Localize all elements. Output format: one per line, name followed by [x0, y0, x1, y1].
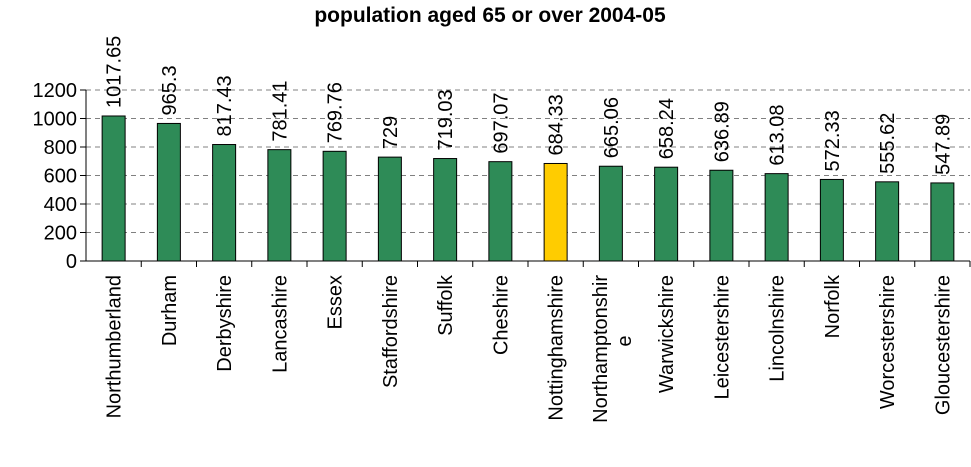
data-label: 665.06 — [601, 97, 623, 158]
x-tick-label-line: Lincolnshire — [767, 275, 789, 382]
x-tick-label: Lancashire — [269, 275, 291, 373]
bar-northamptonshire — [598, 165, 623, 262]
data-label: 636.89 — [711, 101, 733, 162]
x-tick-label: Lincolnshire — [767, 275, 789, 382]
data-label: 965.3 — [159, 65, 181, 115]
x-tick-label-line: Suffolk — [435, 274, 457, 336]
data-label: 613.08 — [767, 104, 789, 165]
x-tick-label: Durham — [159, 275, 181, 346]
bar-lincolnshire — [764, 173, 789, 262]
x-tick-label: Nottinghamshire — [546, 275, 568, 421]
bar-worcestershire — [875, 181, 900, 262]
data-label: 684.33 — [546, 94, 568, 155]
y-tick-label: 0 — [66, 251, 77, 273]
data-label: 697.07 — [490, 92, 512, 153]
x-tick-label-line: Nottinghamshire — [546, 275, 568, 421]
x-tick-label: Northamptonshir e — [590, 275, 636, 423]
y-tick-label: 1000 — [33, 109, 78, 131]
y-tick-label: 200 — [44, 223, 77, 245]
x-tick-label: Essex — [325, 275, 347, 329]
x-tick-label-line: Northamptonshir — [590, 275, 612, 423]
x-tick-label-line: Derbyshire — [214, 275, 236, 372]
bar-staffordshire — [377, 156, 402, 262]
bar-northumberland — [101, 115, 126, 262]
data-label: 719.03 — [435, 89, 457, 150]
y-tick-label: 600 — [44, 166, 77, 188]
bar-derbyshire — [212, 144, 237, 262]
bars — [101, 115, 955, 262]
x-tick-label-line: Leicestershire — [711, 275, 733, 400]
x-tick-label: Cheshire — [490, 275, 512, 355]
x-tick-label-line: Norfolk — [822, 274, 844, 338]
x-tick-label: Warwickshire — [656, 275, 678, 393]
chart-title: population aged 65 or over 2004-05 — [314, 4, 666, 27]
bar-essex — [322, 150, 347, 262]
x-tick-label-line: Worcestershire — [877, 275, 899, 409]
bar-lancashire — [267, 149, 292, 262]
bar-suffolk — [433, 158, 458, 262]
x-tick-label-line: Durham — [159, 275, 181, 346]
data-label: 572.33 — [822, 110, 844, 171]
x-tick-label: Staffordshire — [380, 275, 402, 388]
data-label: 817.43 — [214, 75, 236, 136]
x-tick-label: Norfolk — [822, 274, 844, 338]
x-tick-label-line: Northumberland — [104, 275, 126, 418]
x-tick-label-line: e — [614, 335, 636, 346]
data-label: 555.62 — [877, 113, 899, 174]
x-tick-label: Worcestershire — [877, 275, 899, 409]
x-tick-label: Northumberland — [104, 275, 126, 418]
bar-norfolk — [819, 178, 844, 262]
y-tick-label: 800 — [44, 137, 77, 159]
data-label: 658.24 — [656, 98, 678, 159]
labels: 0 200 400 600 800 1000 1200 1017.65 Northumberla… — [33, 36, 955, 423]
data-label: 729 — [380, 116, 402, 149]
bar-nottinghamshire — [543, 162, 568, 262]
data-label: 547.89 — [932, 114, 954, 175]
y-tick-label: 1200 — [33, 80, 78, 102]
y-tick-label: 400 — [44, 194, 77, 216]
axes — [80, 89, 971, 267]
bar-cheshire — [488, 161, 513, 262]
data-label: 1017.65 — [104, 36, 126, 108]
x-tick-label: Leicestershire — [711, 275, 733, 400]
x-tick-label-line: Warwickshire — [656, 275, 678, 393]
x-tick-label-line: Gloucestershire — [932, 275, 954, 415]
bar-durham — [156, 122, 181, 262]
x-tick-label-line: Staffordshire — [380, 275, 402, 388]
bar-gloucestershire — [930, 182, 955, 262]
bar-warwickshire — [654, 166, 679, 262]
x-tick-label: Suffolk — [435, 274, 457, 336]
x-tick-label-line: Lancashire — [269, 275, 291, 373]
x-tick-label-line: Cheshire — [490, 275, 512, 355]
x-tick-label: Derbyshire — [214, 275, 236, 372]
data-label: 769.76 — [325, 82, 347, 143]
data-label: 781.41 — [269, 80, 291, 141]
bar-leicestershire — [709, 169, 734, 262]
x-tick-label-line: Essex — [325, 275, 347, 329]
x-tick-label: Gloucestershire — [932, 275, 954, 415]
